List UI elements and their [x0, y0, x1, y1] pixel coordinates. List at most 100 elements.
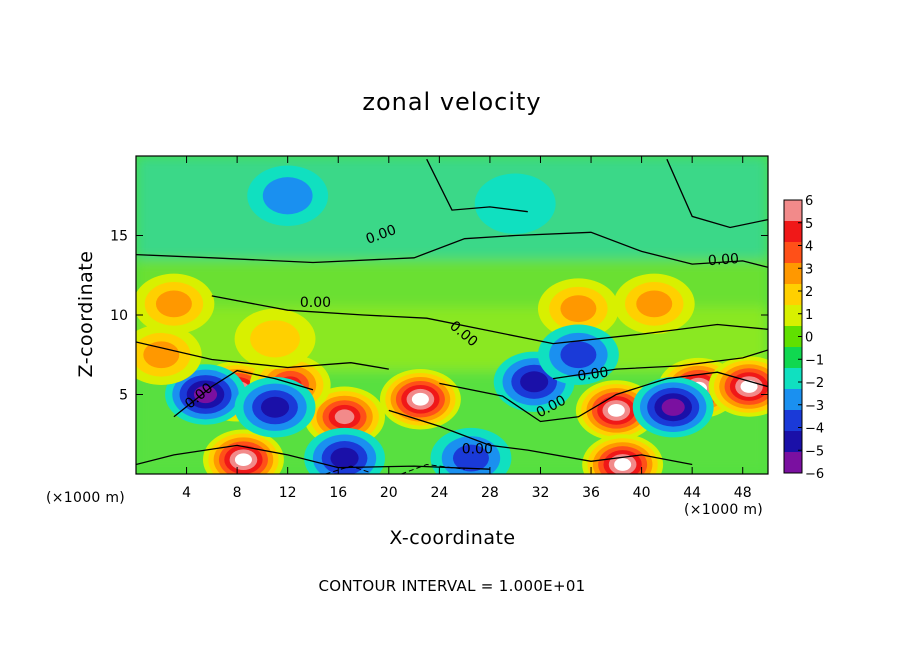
- field-blob-ring: [474, 173, 556, 234]
- colorbar-label: −2: [805, 376, 824, 391]
- field-blob-ring: [250, 320, 300, 358]
- x-tick-label: 36: [582, 485, 600, 501]
- field-blob: [136, 324, 202, 385]
- x-tick-label: 28: [481, 485, 499, 501]
- x-tick-label: 8: [233, 485, 242, 501]
- contour-negative-line: [325, 465, 370, 474]
- field-blob-ring: [661, 398, 685, 416]
- colorbar-label: −6: [805, 467, 824, 482]
- field-blob-ring: [411, 392, 429, 406]
- x-tick-label: 20: [380, 485, 398, 501]
- x-axis-label: X-coordinate: [389, 527, 516, 549]
- velocity-field: [136, 156, 768, 474]
- x-tick-label: 32: [532, 485, 550, 501]
- x-unit-label-left: (×1000 m): [46, 490, 126, 506]
- contour-zero-line: [211, 295, 768, 345]
- contour-label: 0.00: [462, 441, 493, 457]
- colorbar-swatch: [784, 305, 802, 327]
- colorbar-label: −1: [805, 353, 824, 368]
- contour-zero-line: [553, 349, 768, 380]
- colorbar-label: 4: [805, 240, 813, 255]
- contour-zero-line: [426, 158, 528, 213]
- contour-zero-line: [136, 444, 490, 470]
- colorbar-swatch: [784, 410, 802, 432]
- y-tick-label: 10: [110, 308, 128, 324]
- field-blob: [537, 278, 619, 339]
- x-tick-label: 4: [182, 485, 191, 501]
- field-blob: [136, 273, 215, 335]
- colorbar-label: 3: [805, 262, 813, 277]
- colorbar-swatch: [784, 263, 802, 285]
- field-blob-ring: [452, 444, 489, 472]
- colorbar-label: 5: [805, 217, 813, 232]
- field-blob-ring: [330, 447, 359, 469]
- y-tick-label: 5: [119, 388, 128, 404]
- field-blob: [708, 356, 768, 417]
- colorbar-label: 2: [805, 285, 813, 300]
- field-blob-ring: [334, 409, 355, 425]
- contour-zero-line: [136, 341, 389, 370]
- field-blob-ring: [636, 290, 673, 318]
- field-blob: [582, 434, 664, 474]
- field-blob-ring: [143, 341, 180, 369]
- field-blob-ring: [560, 341, 597, 369]
- x-tick-label: 40: [633, 485, 651, 501]
- chart-title: zonal velocity: [362, 88, 542, 116]
- contour-label: 0.00: [300, 295, 331, 311]
- field-blob-ring: [614, 458, 632, 471]
- colorbar-swatch: [784, 431, 802, 453]
- y-tick-label: 15: [110, 229, 128, 245]
- colorbar-swatch: [784, 200, 802, 222]
- field-blob-ring: [740, 380, 758, 393]
- contour-lines: [136, 158, 768, 474]
- contour-zero-line: [388, 409, 693, 466]
- field-blob: [304, 427, 385, 474]
- field-blob: [247, 165, 329, 226]
- field-blob-ring: [234, 453, 252, 467]
- field-blob: [537, 324, 619, 385]
- colorbar-swatch: [784, 242, 802, 264]
- x-tick-label: 16: [329, 485, 347, 501]
- contour-label: 0.00: [576, 365, 609, 385]
- field-blob-ring: [193, 385, 218, 404]
- field-blob: [430, 427, 512, 474]
- x-tick-label: 24: [430, 485, 448, 501]
- contour-label: 0.00: [707, 251, 739, 269]
- field-blob: [234, 308, 316, 370]
- colorbar-swatch: [784, 452, 802, 474]
- field-blob-ring: [520, 371, 549, 393]
- contour-negative-line: [401, 463, 465, 474]
- colorbar-swatch: [784, 284, 802, 306]
- colorbar-label: −3: [805, 399, 824, 414]
- colorbar-label: 6: [805, 194, 813, 209]
- colorbar-swatch: [784, 368, 802, 390]
- colorbar-label: 1: [805, 308, 813, 323]
- colorbar-swatch: [784, 326, 802, 348]
- contour-zero-line: [439, 371, 768, 423]
- colorbar-swatch: [784, 347, 802, 369]
- field-blob-ring: [560, 295, 597, 323]
- x-tick-label: 44: [683, 485, 701, 501]
- contour-interval-note: CONTOUR INTERVAL = 1.000E+01: [318, 577, 586, 595]
- colorbar-label: −5: [805, 444, 824, 459]
- field-blob-ring: [260, 396, 290, 418]
- x-unit-label-right: (×1000 m): [684, 502, 764, 518]
- field-blob: [632, 377, 714, 438]
- field-blob: [474, 173, 556, 234]
- field-blob: [165, 364, 246, 425]
- x-tick-label: 48: [734, 485, 752, 501]
- field-blob: [203, 429, 284, 474]
- colorbar-label: −4: [805, 422, 824, 437]
- colorbar: 6 5 4 3 2 1 0 −1 −2 −3 −4 −5 −6: [783, 194, 824, 482]
- contour-zero-line: [666, 158, 768, 229]
- colorbar-label: 0: [805, 331, 813, 346]
- colorbar-swatch: [784, 389, 802, 411]
- field-blob-ring: [155, 290, 192, 318]
- contour-zero-line: [173, 369, 314, 418]
- field-blob: [234, 377, 316, 438]
- field-blob: [304, 386, 386, 447]
- colorbar-swatch: [784, 221, 802, 243]
- x-tick-label: 12: [279, 485, 297, 501]
